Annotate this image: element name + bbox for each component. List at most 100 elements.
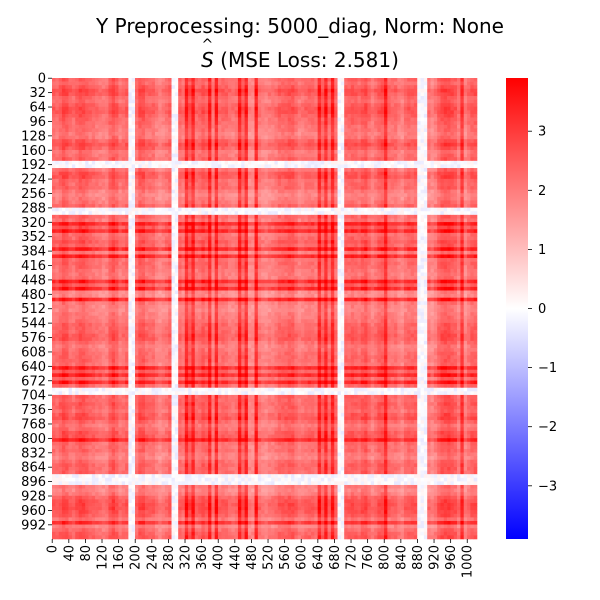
heatmap-cell bbox=[61, 186, 66, 190]
heatmap-cell bbox=[437, 196, 441, 201]
heatmap-cell bbox=[447, 124, 451, 129]
heatmap-cell bbox=[367, 164, 372, 169]
heatmap-cell bbox=[161, 128, 166, 133]
heatmap-cell bbox=[350, 189, 355, 194]
heatmap-cell bbox=[274, 189, 279, 194]
heatmap-cell bbox=[241, 178, 245, 183]
heatmap-cell bbox=[427, 142, 431, 147]
heatmap-cell bbox=[427, 193, 431, 198]
heatmap-cell bbox=[460, 153, 465, 158]
heatmap-cell bbox=[237, 207, 242, 212]
heatmap-cell bbox=[410, 128, 415, 133]
heatmap-cell bbox=[334, 211, 338, 216]
heatmap-cell bbox=[443, 182, 448, 187]
heatmap-cell bbox=[354, 92, 358, 97]
heatmap-cell bbox=[453, 153, 458, 158]
heatmap-cell bbox=[128, 92, 132, 97]
heatmap-cell bbox=[55, 85, 59, 90]
heatmap-cell bbox=[164, 160, 169, 165]
heatmap-cell bbox=[473, 189, 478, 194]
heatmap-cell bbox=[55, 207, 59, 212]
heatmap-cell bbox=[125, 171, 129, 176]
heatmap-cell bbox=[204, 92, 209, 97]
heatmap-cell bbox=[277, 96, 282, 100]
heatmap-cell bbox=[344, 207, 348, 212]
heatmap-cell bbox=[467, 139, 471, 144]
heatmap-cell bbox=[121, 92, 126, 97]
heatmap-cell bbox=[234, 139, 239, 144]
heatmap-cell bbox=[164, 182, 169, 187]
heatmap-cell bbox=[423, 88, 428, 93]
heatmap-cell bbox=[330, 128, 335, 133]
heatmap-cell bbox=[135, 178, 139, 183]
heatmap-cell bbox=[447, 96, 451, 100]
heatmap-cell bbox=[151, 88, 156, 93]
heatmap-cell bbox=[374, 103, 378, 108]
heatmap-cell bbox=[310, 182, 315, 187]
heatmap-cell bbox=[314, 132, 318, 136]
heatmap-cell bbox=[281, 214, 285, 219]
heatmap-cell bbox=[58, 189, 63, 194]
heatmap-cell bbox=[337, 214, 342, 219]
heatmap-cell bbox=[330, 153, 335, 158]
heatmap-cell bbox=[413, 124, 418, 129]
heatmap-cell bbox=[367, 182, 372, 187]
heatmap-cell bbox=[350, 214, 355, 219]
heatmap-cell bbox=[231, 153, 235, 158]
heatmap-cell bbox=[204, 78, 209, 82]
heatmap-cell bbox=[457, 178, 461, 183]
heatmap-cell bbox=[357, 85, 362, 90]
heatmap-cell bbox=[78, 121, 83, 126]
heatmap-cell bbox=[334, 114, 338, 118]
heatmap-cell bbox=[433, 171, 438, 176]
heatmap-cell bbox=[344, 99, 348, 104]
heatmap-cell bbox=[68, 114, 73, 118]
heatmap-cell bbox=[194, 150, 199, 154]
heatmap-cell bbox=[111, 160, 116, 165]
heatmap-cell bbox=[437, 124, 441, 129]
heatmap-cell bbox=[131, 103, 136, 108]
heatmap-cell bbox=[367, 139, 372, 144]
heatmap-cell bbox=[118, 178, 123, 183]
heatmap-cell bbox=[158, 168, 162, 172]
heatmap-cell bbox=[314, 142, 318, 147]
heatmap-cell bbox=[98, 135, 103, 140]
heatmap-cell bbox=[101, 178, 106, 183]
heatmap-cell bbox=[75, 211, 79, 216]
heatmap-cell bbox=[427, 117, 431, 122]
heatmap-cell bbox=[410, 211, 415, 216]
heatmap-cell bbox=[344, 106, 348, 111]
heatmap-cell bbox=[334, 160, 338, 165]
heatmap-cell bbox=[287, 139, 292, 144]
heatmap-cell bbox=[304, 189, 308, 194]
heatmap-cell bbox=[211, 142, 215, 147]
heatmap-cell bbox=[380, 96, 385, 100]
heatmap-cell bbox=[58, 103, 63, 108]
heatmap-cell bbox=[467, 121, 471, 126]
heatmap-cell bbox=[91, 164, 96, 169]
heatmap-cell bbox=[460, 103, 465, 108]
heatmap-cell bbox=[214, 211, 219, 216]
heatmap-cell bbox=[380, 189, 385, 194]
heatmap-cell bbox=[198, 178, 202, 183]
heatmap-cell bbox=[148, 103, 152, 108]
heatmap-cell bbox=[314, 114, 318, 118]
heatmap-cell bbox=[61, 142, 66, 147]
heatmap-cell bbox=[174, 214, 179, 219]
heatmap-cell bbox=[55, 128, 59, 133]
heatmap-cell bbox=[397, 186, 401, 190]
heatmap-cell bbox=[68, 106, 73, 111]
heatmap-cell bbox=[387, 189, 391, 194]
heatmap-cell bbox=[374, 81, 378, 86]
heatmap-cell bbox=[393, 85, 398, 90]
heatmap-cell bbox=[310, 160, 315, 165]
heatmap-cell bbox=[277, 92, 282, 97]
heatmap-cell bbox=[224, 142, 229, 147]
heatmap-cell bbox=[340, 157, 345, 162]
heatmap-cell bbox=[473, 182, 478, 187]
heatmap-cell bbox=[463, 117, 468, 122]
heatmap-cell bbox=[128, 117, 132, 122]
heatmap-cell bbox=[234, 204, 239, 208]
heatmap-cell bbox=[453, 207, 458, 212]
heatmap-cell bbox=[274, 171, 279, 176]
